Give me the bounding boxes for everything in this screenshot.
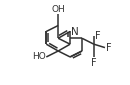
Text: OH: OH <box>51 5 65 14</box>
Text: F: F <box>91 58 97 68</box>
Text: F: F <box>106 43 111 53</box>
Text: F: F <box>95 31 100 41</box>
Text: HO: HO <box>32 52 46 61</box>
Text: N: N <box>71 27 79 37</box>
